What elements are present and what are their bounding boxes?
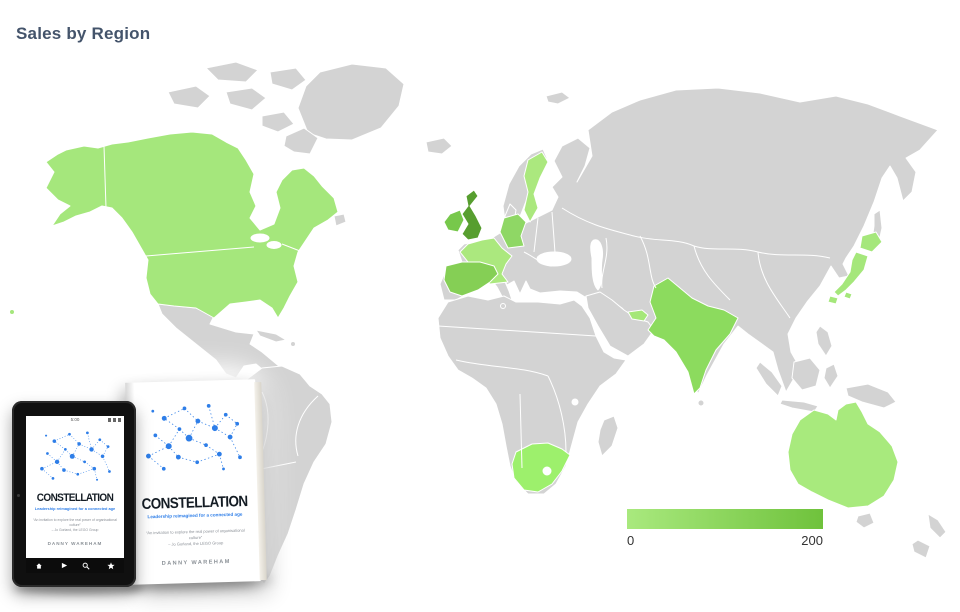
landmass-madagascar xyxy=(597,415,619,457)
constellation-artwork xyxy=(144,402,243,473)
legend-max-label: 200 xyxy=(801,533,823,548)
landmass-arctic-islands xyxy=(167,61,347,227)
lake-victoria xyxy=(571,398,579,406)
landmass-sumatra xyxy=(755,361,783,397)
landmass-iceland xyxy=(425,137,453,155)
map-legend: 0 200 xyxy=(627,509,823,548)
landmass-sri-lanka xyxy=(697,399,705,407)
tablet-device: 5:00 CONSTELLATION Leadership reimagined… xyxy=(12,401,136,587)
home-icon xyxy=(36,562,42,569)
country-united-arab-emirates[interactable] xyxy=(627,309,649,322)
landmass-borneo xyxy=(791,357,821,391)
country-hawaii[interactable] xyxy=(9,309,15,315)
legend-gradient-bar xyxy=(627,509,823,529)
country-borders xyxy=(103,145,831,471)
book-subtitle: Leadership reimagined for a connected ag… xyxy=(34,506,116,511)
landmass-sicily xyxy=(500,303,506,309)
country-united-kingdom[interactable] xyxy=(461,189,483,241)
tablet-screen: 5:00 CONSTELLATION Leadership reimagined… xyxy=(26,416,124,573)
search-icon xyxy=(82,562,90,570)
book-quote: “An invitation to explore the real power… xyxy=(33,518,117,533)
page-title: Sales by Region xyxy=(16,24,151,43)
landmass-new-zealand xyxy=(911,513,947,559)
landmass-tasmania xyxy=(855,512,875,529)
book-promo-image: CONSTELLATION Leadership reimagined for … xyxy=(8,375,286,603)
landmass-philippines xyxy=(815,325,833,357)
landmass-sulawesi xyxy=(823,363,839,389)
book-author: DANNY WAREHAM xyxy=(47,541,103,547)
book-cover: CONSTELLATION Leadership reimagined for … xyxy=(125,379,261,585)
tablet-clock: 5:00 xyxy=(70,417,80,422)
country-japan[interactable] xyxy=(827,231,883,305)
book-constellation: CONSTELLATION Leadership reimagined for … xyxy=(125,379,267,585)
great-lake-1 xyxy=(250,233,270,243)
book-subtitle: Leadership reimagined for a connected ag… xyxy=(147,511,243,519)
book-quote: “An invitation to explore the real power… xyxy=(145,527,245,547)
choropleth-layer xyxy=(9,131,899,509)
tablet-status-icons xyxy=(108,418,121,422)
tablet-camera xyxy=(17,494,20,497)
landmass-eurasia xyxy=(439,87,939,395)
landmass-new-guinea xyxy=(845,383,897,409)
legend-min-label: 0 xyxy=(627,533,635,548)
landmass-greenland xyxy=(297,63,405,141)
landmass-africa xyxy=(437,295,627,495)
book-title: CONSTELLATION xyxy=(141,492,248,513)
landmass-svalbard xyxy=(545,91,571,105)
country-ireland[interactable] xyxy=(443,209,465,233)
country-sweden[interactable] xyxy=(523,151,549,223)
landmass-hispaniola xyxy=(290,341,296,347)
constellation-artwork xyxy=(39,431,112,482)
country-india[interactable] xyxy=(647,277,739,395)
landmass-java xyxy=(779,399,819,413)
great-lake-2 xyxy=(266,241,282,249)
water-layer xyxy=(250,233,603,476)
play-icon xyxy=(61,562,67,569)
country-spain[interactable] xyxy=(443,261,499,297)
book-author: DANNY WAREHAM xyxy=(161,558,231,567)
caspian-sea xyxy=(590,239,603,291)
tablet-book-cover: CONSTELLATION Leadership reimagined for … xyxy=(26,424,124,558)
black-sea xyxy=(536,251,572,267)
tablet-nav-bar xyxy=(26,558,124,573)
tablet-status-bar: 5:00 xyxy=(26,416,124,424)
star-icon xyxy=(107,561,115,569)
book-title: CONSTELLATION xyxy=(36,492,114,505)
landmass-caribbean xyxy=(255,329,287,343)
lesotho-cutout xyxy=(542,466,552,476)
country-united-states-canada[interactable] xyxy=(45,131,339,319)
country-south-africa[interactable] xyxy=(511,442,571,493)
country-australia[interactable] xyxy=(787,401,899,509)
country-germany[interactable] xyxy=(499,213,527,249)
